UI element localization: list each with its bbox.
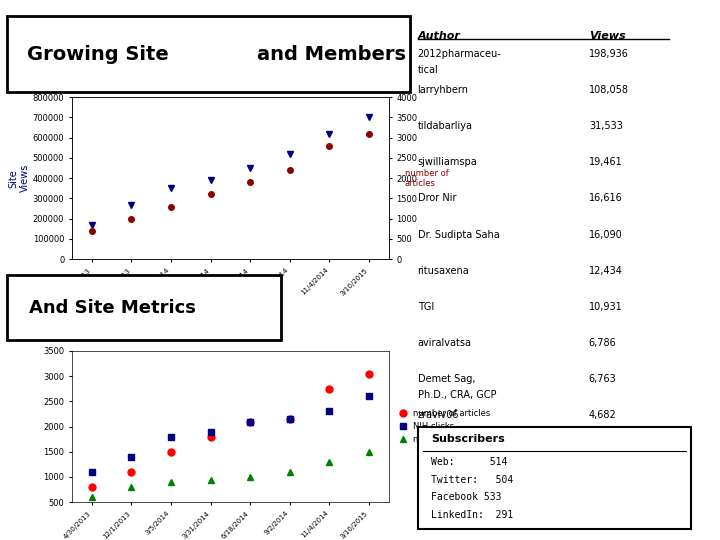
Text: LinkedIn:  291: LinkedIn: 291 <box>431 510 513 519</box>
Text: anamikasarkar: anamikasarkar <box>418 447 490 457</box>
Y-axis label: Site
Views: Site Views <box>9 164 30 192</box>
Text: 16,090: 16,090 <box>589 230 623 240</box>
Text: Ph.D., CRA, GCP: Ph.D., CRA, GCP <box>418 390 496 400</box>
Text: 31,533: 31,533 <box>589 121 623 131</box>
FancyBboxPatch shape <box>7 16 410 92</box>
FancyBboxPatch shape <box>418 427 691 529</box>
Text: Facebook 533: Facebook 533 <box>431 492 502 502</box>
Text: aviralvatsa: aviralvatsa <box>418 338 472 348</box>
Text: Subscribers: Subscribers <box>431 434 505 444</box>
Text: tildabarliya: tildabarliya <box>418 121 472 131</box>
Text: 108,058: 108,058 <box>589 85 629 95</box>
Text: 2,861: 2,861 <box>589 447 616 457</box>
Text: Dr. Sudipta Saha: Dr. Sudipta Saha <box>418 230 500 240</box>
Text: 198,936: 198,936 <box>589 49 629 59</box>
Text: and Members: and Members <box>257 44 406 64</box>
Text: larryhbern: larryhbern <box>418 85 469 95</box>
Text: 2012pharmaceu-: 2012pharmaceu- <box>418 49 501 59</box>
Text: 12,434: 12,434 <box>589 266 623 276</box>
Text: And Site Metrics: And Site Metrics <box>29 299 196 317</box>
Text: 19,461: 19,461 <box>589 157 623 167</box>
Text: 10,931: 10,931 <box>589 302 623 312</box>
Text: Author: Author <box>418 31 461 41</box>
Text: Growing Site: Growing Site <box>27 44 169 64</box>
Text: 6,786: 6,786 <box>589 338 616 348</box>
Text: TGI: TGI <box>418 302 434 312</box>
Text: 16,616: 16,616 <box>589 193 623 204</box>
Text: Dror Nir: Dror Nir <box>418 193 456 204</box>
Text: ritusaxena: ritusaxena <box>418 266 469 276</box>
FancyBboxPatch shape <box>7 275 281 340</box>
Text: Demet Sag,: Demet Sag, <box>418 374 475 384</box>
Text: Views: Views <box>589 31 626 41</box>
Text: sjwilliamspa: sjwilliamspa <box>418 157 477 167</box>
Text: 6,763: 6,763 <box>589 374 616 384</box>
Text: Web:      514: Web: 514 <box>431 457 508 468</box>
Text: Twitter:   504: Twitter: 504 <box>431 475 513 485</box>
Text: 4,682: 4,682 <box>589 410 616 421</box>
Legend: number of articles, NIH clicks, nature.com clicks: number of articles, NIH clicks, nature.c… <box>393 406 493 448</box>
Text: zraviv06: zraviv06 <box>418 410 459 421</box>
Text: tical: tical <box>418 65 438 75</box>
Text: number of
articles: number of articles <box>405 168 449 188</box>
